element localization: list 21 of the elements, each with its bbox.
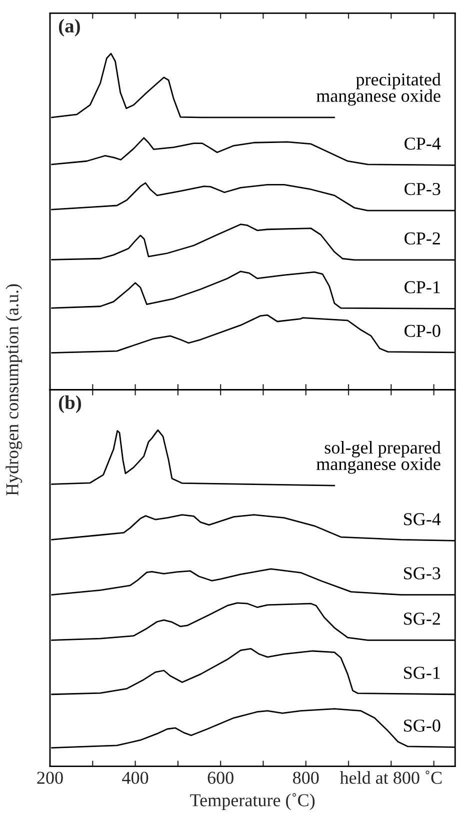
- series-label: SG-1: [404, 666, 440, 679]
- series-label: SG-3: [404, 567, 440, 580]
- series-label: CP-2: [404, 232, 440, 245]
- x-tick-label: 600: [208, 772, 234, 784]
- series-label: CP-1: [404, 281, 440, 294]
- x-tick-label: 200: [37, 772, 63, 784]
- x-axis-title: Temperature (˚C): [190, 793, 315, 810]
- x-tick-label: 800: [293, 772, 319, 784]
- series-label: CP-0: [404, 324, 440, 337]
- chart-title: (a): [58, 18, 80, 36]
- x-tick-label: held at 800 ˚C: [340, 770, 442, 784]
- y-axis-title: Hydrogen consumption (a.u.): [6, 284, 22, 496]
- series-label: SG-0: [404, 720, 440, 732]
- series-label: CP-4: [404, 138, 441, 150]
- chart-title: (b): [58, 395, 82, 414]
- series-label: CP-3: [404, 182, 440, 196]
- series-label: SG-4: [404, 513, 441, 526]
- series-label: SG-2: [404, 612, 440, 625]
- x-tick-label: 400: [122, 772, 148, 784]
- series-label: precipitated manganese oxide: [316, 72, 441, 106]
- series-label: sol-gel prepared manganese oxide: [316, 440, 441, 474]
